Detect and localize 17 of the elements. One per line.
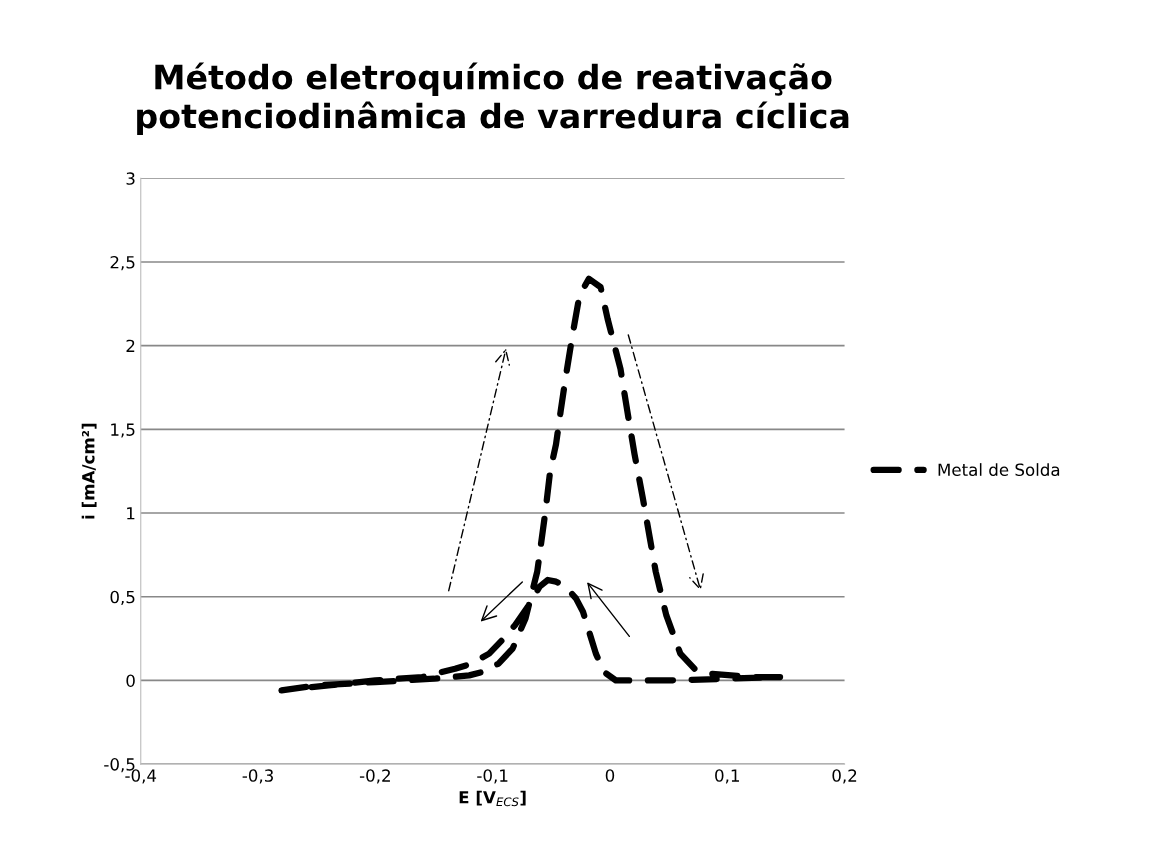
y-tick-label: 0 bbox=[126, 674, 135, 687]
y-tick-label: 1,5 bbox=[111, 423, 135, 438]
y-tick-label: 1 bbox=[127, 507, 135, 520]
x-axis-title: E [V$_{ECS}$] bbox=[459, 790, 526, 807]
x-tick-label: 0,1 bbox=[715, 769, 739, 784]
y-tick-label: 2 bbox=[126, 339, 135, 352]
x-tick-label: -0,2 bbox=[359, 769, 390, 784]
x-tick-label: -0,3 bbox=[242, 769, 273, 784]
x-tick-label: -0,1 bbox=[477, 769, 508, 784]
x-tick-label: 0 bbox=[605, 769, 615, 782]
y-tick-label: 0,5 bbox=[110, 590, 135, 605]
x-tick-label: 0,2 bbox=[832, 769, 857, 784]
y-tick-label: 2,5 bbox=[110, 255, 135, 271]
chart-title: Método eletroquímico de reativação potenciodinâmica de varredura cíclica bbox=[137, 62, 849, 135]
y-tick-label: 3 bbox=[126, 172, 135, 185]
legend-label: Metal de Solda bbox=[938, 463, 1060, 477]
y-axis-title: i [mA/cm²] bbox=[81, 423, 97, 519]
